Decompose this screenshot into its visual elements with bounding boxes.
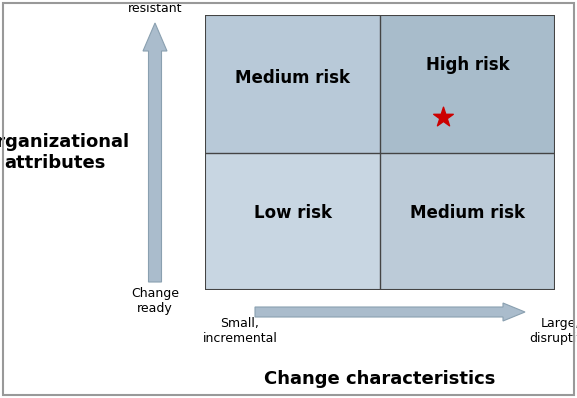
- Bar: [380, 152, 555, 290]
- Text: Large,
disruptive: Large, disruptive: [529, 317, 577, 345]
- Text: Low risk: Low risk: [253, 204, 332, 222]
- Text: Medium risk: Medium risk: [410, 204, 525, 222]
- FancyArrow shape: [143, 23, 167, 282]
- Text: High risk: High risk: [426, 55, 509, 74]
- Text: Change
ready: Change ready: [131, 287, 179, 315]
- Bar: [205, 152, 380, 290]
- Bar: [380, 15, 555, 152]
- Text: Organizational
attributes: Organizational attributes: [0, 133, 129, 172]
- Bar: [205, 15, 380, 152]
- Text: Change characteristics: Change characteristics: [264, 370, 496, 388]
- Text: Medium risk: Medium risk: [235, 69, 350, 87]
- Text: Change
resistant: Change resistant: [128, 0, 182, 15]
- Point: [439, 113, 448, 120]
- Text: Small,
incremental: Small, incremental: [203, 317, 278, 345]
- FancyArrow shape: [255, 303, 525, 321]
